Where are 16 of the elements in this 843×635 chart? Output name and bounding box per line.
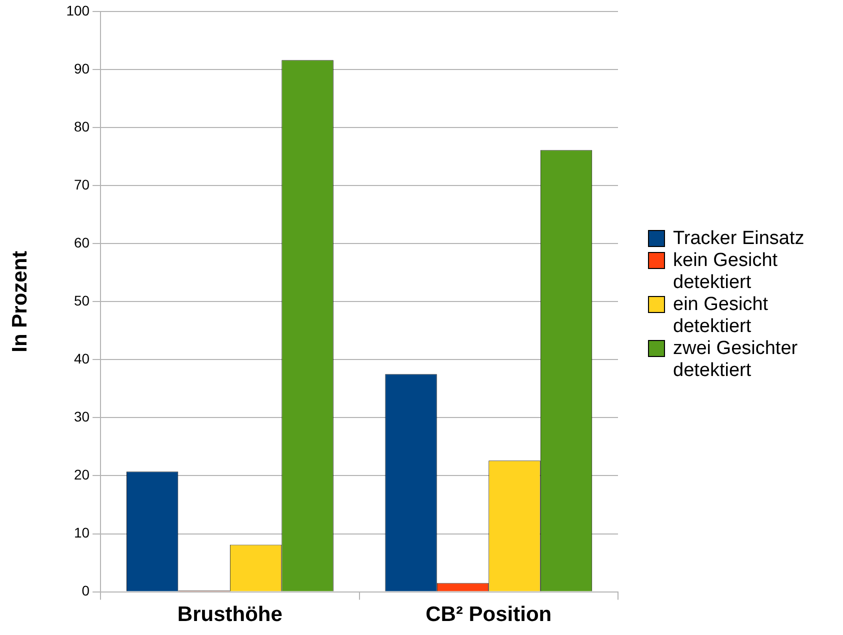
x-tick-label: CB² Position [426, 603, 552, 626]
legend-label: zwei Gesichter detektiert [673, 338, 799, 382]
y-tick-label: 10 [74, 524, 90, 541]
y-tick-label: 20 [74, 466, 90, 483]
y-axis-title: In Prozent [8, 250, 32, 352]
y-tick-label: 80 [74, 118, 90, 134]
y-tick-label: 30 [74, 408, 90, 425]
y-tick-label: 50 [74, 292, 90, 308]
x-tick-label: Brusthöhe [177, 603, 282, 626]
legend-label: Tracker Einsatz [673, 228, 804, 250]
y-tick-label: 40 [74, 350, 90, 366]
y-tick-label: 70 [74, 176, 90, 192]
y-tick-label: 100 [66, 2, 90, 18]
y-tick-label: 90 [74, 60, 90, 76]
y-tick-label: 0 [82, 582, 90, 599]
y-tick-label: 60 [74, 234, 90, 250]
